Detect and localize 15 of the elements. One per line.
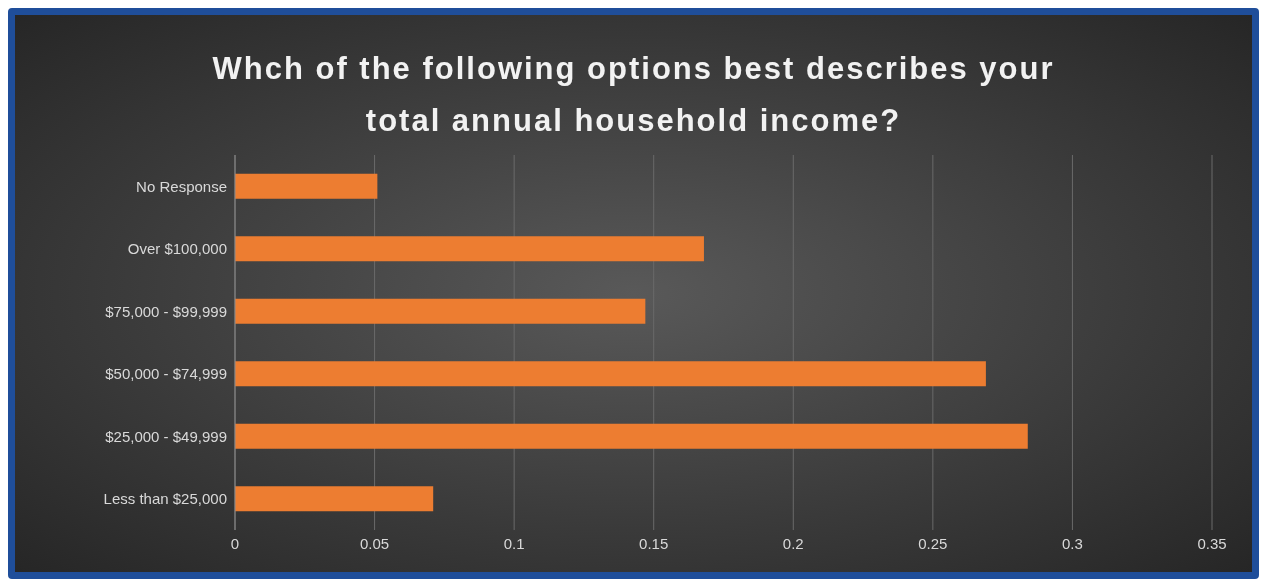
x-tick-label: 0.3 <box>1062 534 1083 552</box>
x-tick-label: 0.35 <box>1197 534 1227 552</box>
y-tick-label: Less than $25,000 <box>103 490 227 508</box>
y-tick-label: $50,000 - $74,999 <box>105 365 227 383</box>
y-tick-label: No Response <box>136 177 227 195</box>
chart-title: Whch of the following options best describes your total annual household income? <box>211 50 1056 140</box>
x-tick-label: 0.2 <box>782 534 804 552</box>
x-tick-label: 0.05 <box>359 534 390 552</box>
x-tick-label: 0.15 <box>639 534 669 552</box>
x-tick-label: 0.25 <box>918 534 948 552</box>
x-tick-label: 0.1 <box>503 534 525 552</box>
x-tick-label: 0 <box>230 534 240 552</box>
y-tick-label: $25,000 - $49,999 <box>105 427 227 445</box>
y-tick-label: $75,000 - $99,999 <box>105 302 227 320</box>
y-tick-label: Over $100,000 <box>127 240 227 258</box>
